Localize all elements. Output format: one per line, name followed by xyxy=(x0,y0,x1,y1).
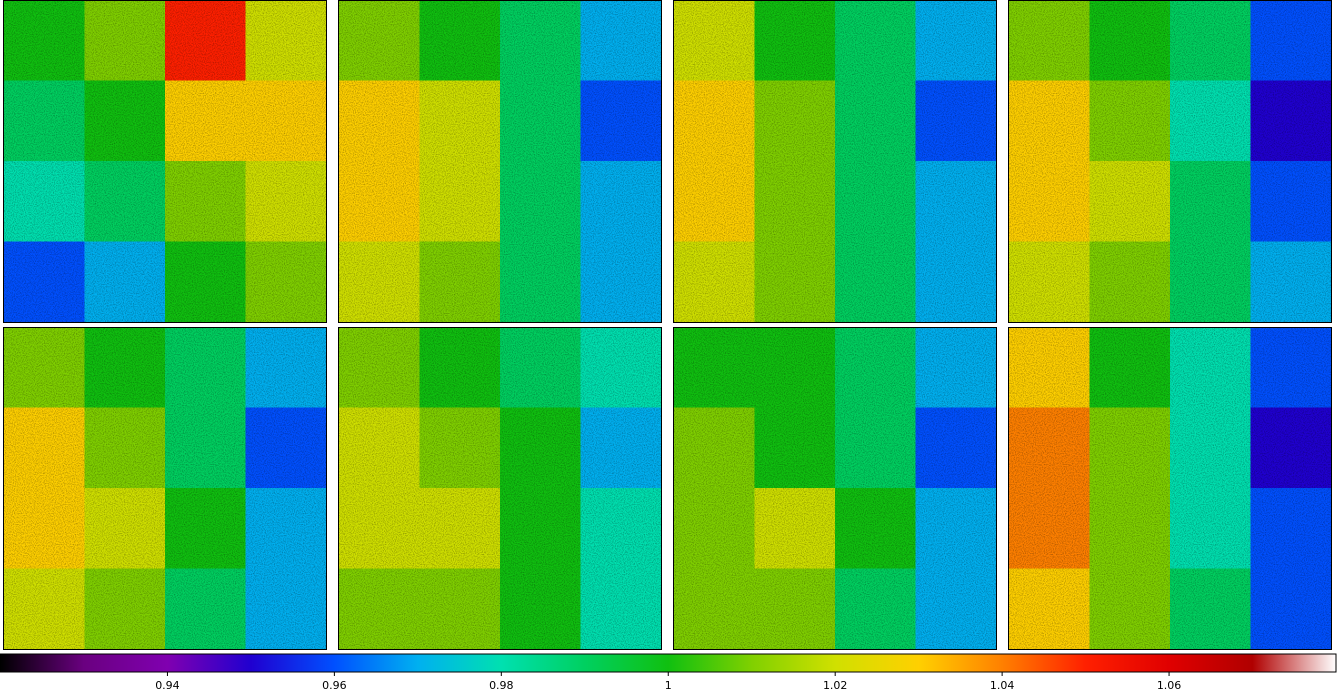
panel-border xyxy=(1008,0,1332,323)
speckle xyxy=(339,327,661,649)
panel-border xyxy=(338,0,662,323)
panel-border xyxy=(3,327,327,650)
panel-border xyxy=(673,327,997,650)
speckle xyxy=(1009,327,1331,649)
panel-border xyxy=(338,327,662,650)
colorbar xyxy=(0,653,1337,673)
panel xyxy=(3,327,327,650)
panel xyxy=(338,327,662,650)
panel xyxy=(1008,0,1332,323)
speckle xyxy=(339,0,661,322)
colorbar-tick-label: 1 xyxy=(665,679,672,692)
panel xyxy=(3,0,327,323)
colorbar-tick-label: 0.96 xyxy=(322,679,347,692)
speckle xyxy=(1009,0,1331,322)
panel xyxy=(673,327,997,650)
panel xyxy=(673,0,997,323)
panel xyxy=(338,0,662,323)
speckle xyxy=(674,327,996,649)
panel-border xyxy=(3,0,327,323)
colorbar-tick-label: 1.06 xyxy=(1157,679,1182,692)
colorbar-tick-label: 0.94 xyxy=(155,679,180,692)
colorbar-tick-label: 1.02 xyxy=(823,679,848,692)
colorbar-tick-label: 0.98 xyxy=(489,679,514,692)
speckle xyxy=(4,327,326,649)
panel-border xyxy=(673,0,997,323)
colorbar-tick-label: 1.04 xyxy=(990,679,1015,692)
panel-border xyxy=(1008,327,1332,650)
panel xyxy=(1008,327,1332,650)
speckle xyxy=(4,0,326,322)
speckle xyxy=(674,0,996,322)
